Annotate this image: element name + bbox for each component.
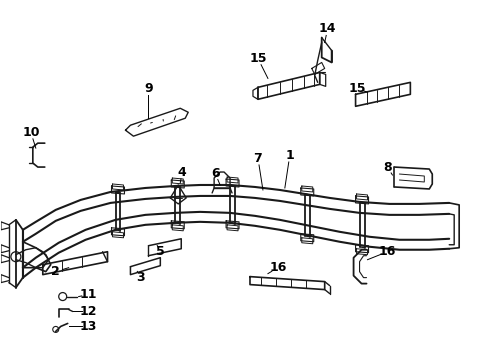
Text: 6: 6 [211,167,220,180]
Text: 9: 9 [144,82,153,95]
Text: 14: 14 [319,22,337,35]
Text: 15: 15 [249,52,267,65]
Text: 15: 15 [349,82,367,95]
Text: 12: 12 [80,305,98,318]
Text: 16: 16 [269,261,287,274]
Text: 10: 10 [22,126,40,139]
Text: 1: 1 [286,149,294,162]
Text: 7: 7 [253,152,262,165]
Text: 5: 5 [156,245,165,258]
Text: 2: 2 [51,265,60,278]
Text: 8: 8 [383,161,392,174]
Text: 11: 11 [80,288,98,301]
Text: 3: 3 [136,271,145,284]
Text: 4: 4 [178,166,187,179]
Text: 16: 16 [379,245,396,258]
Text: 13: 13 [80,320,98,333]
